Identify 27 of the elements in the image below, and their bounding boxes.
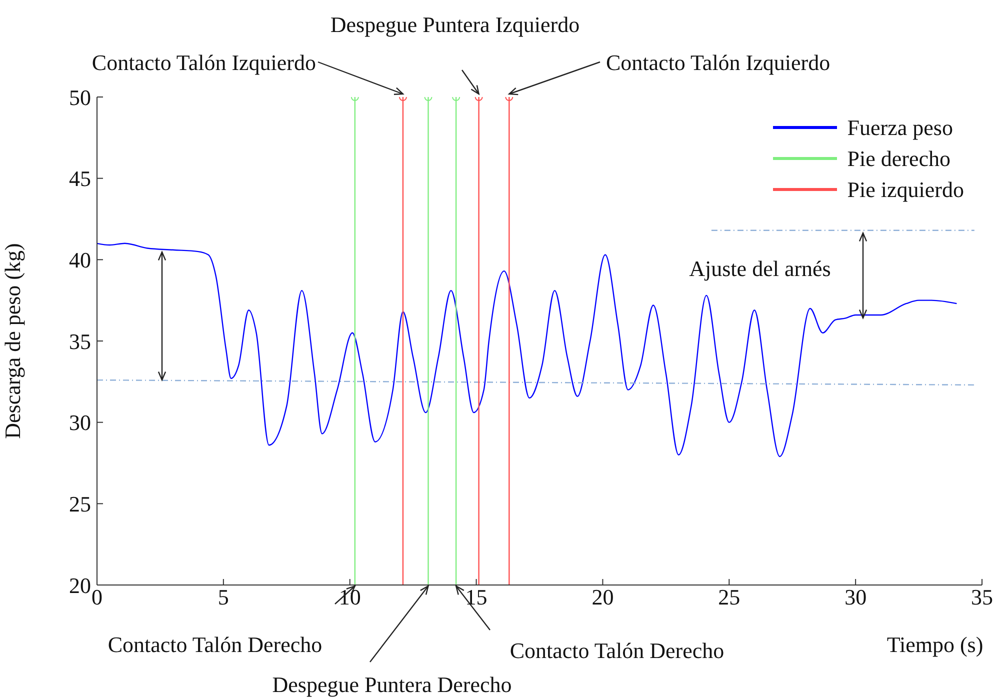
x-tick-label: 30 xyxy=(844,584,867,610)
annotation: Contacto Talón Izquierdo xyxy=(92,50,316,75)
x-axis-title: Tiempo (s) xyxy=(886,632,984,657)
x-tick-label: 25 xyxy=(718,584,740,610)
annotation: Ajuste del arnés xyxy=(689,256,831,281)
legend-label: Pie izquierdo xyxy=(846,176,964,204)
y-tick-label: 40 xyxy=(69,247,91,272)
y-tick-label: 30 xyxy=(69,410,91,436)
annotation: Contacto Talón Derecho xyxy=(108,632,322,657)
y-tick-label: 45 xyxy=(69,166,91,192)
y-tick-label: 50 xyxy=(69,84,91,110)
legend-label: Pie derecho xyxy=(846,145,952,173)
annotation: Despegue Puntera Derecho xyxy=(272,672,512,697)
y-tick-label: 25 xyxy=(69,491,91,516)
x-tick-label: 15 xyxy=(465,584,488,610)
annotation: Contacto Talón Izquierdo xyxy=(606,50,830,75)
legend-label: Fuerza peso xyxy=(846,114,954,142)
annotation: Contacto Talón Derecho xyxy=(510,638,724,663)
x-tick-label: 10 xyxy=(338,584,361,610)
x-tick-label: 35 xyxy=(971,584,993,610)
x-tick-label: 0 xyxy=(92,584,102,610)
annotation: Despegue Puntera Izquierdo xyxy=(330,12,580,37)
x-tick-label: 5 xyxy=(218,584,229,610)
y-axis-title: Descarga de peso (kg) xyxy=(0,243,25,439)
y-tick-label: 35 xyxy=(69,328,91,354)
x-tick-label: 20 xyxy=(592,584,614,610)
line-series xyxy=(97,242,958,458)
